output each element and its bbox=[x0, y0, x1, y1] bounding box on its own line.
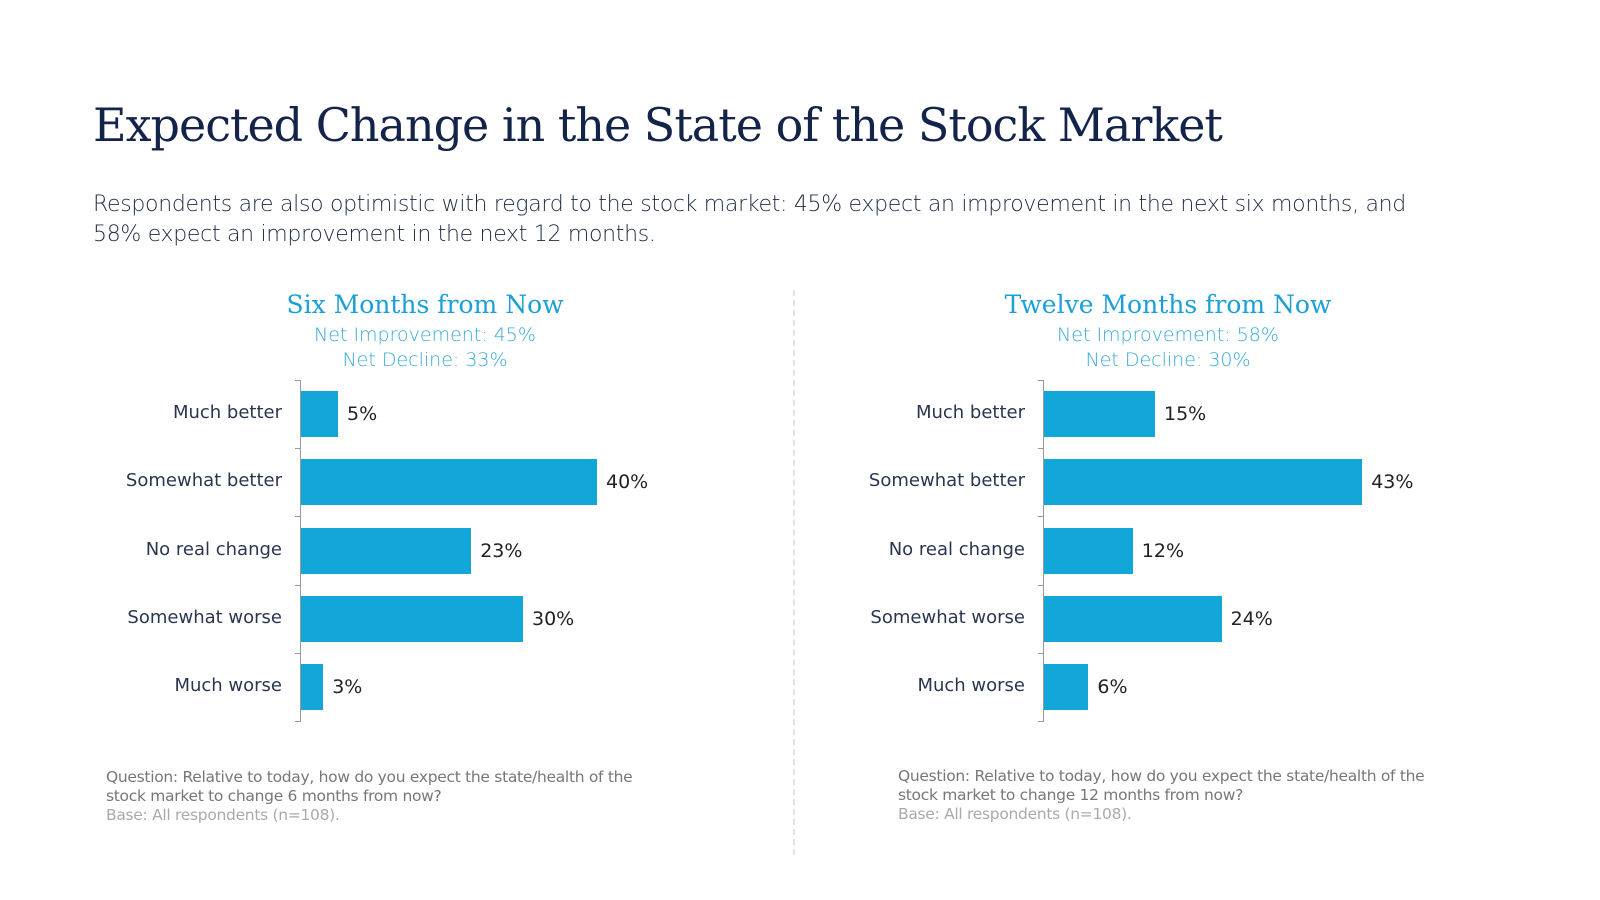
data-label: 40% bbox=[606, 471, 649, 494]
question-text: Question: Relative to today, how do you … bbox=[898, 767, 1425, 804]
y-axis-tick bbox=[1038, 721, 1044, 722]
bar bbox=[1044, 391, 1155, 438]
category-label: Much better bbox=[172, 402, 282, 424]
bar bbox=[1044, 595, 1222, 642]
y-axis-tick bbox=[1038, 448, 1044, 450]
chart-six-months: Six Months from Now Net Improvement: 45%… bbox=[0, 290, 740, 850]
question-note: Question: Relative to today, how do you … bbox=[898, 767, 1458, 824]
y-axis-tick bbox=[295, 652, 301, 654]
base-text: Base: All respondents (n=108). bbox=[898, 805, 1132, 823]
bar bbox=[1044, 527, 1133, 574]
y-axis-tick bbox=[295, 380, 301, 381]
question-text: Question: Relative to today, how do you … bbox=[106, 768, 633, 805]
data-label: 15% bbox=[1164, 403, 1207, 426]
net-decline: Net Decline: 30% bbox=[1085, 349, 1251, 371]
category-label: No real change bbox=[145, 538, 282, 560]
bar bbox=[301, 391, 338, 438]
page-title: Expected Change in the State of the Stoc… bbox=[93, 98, 1223, 152]
bar bbox=[301, 663, 324, 710]
category-label: Somewhat worse bbox=[127, 606, 282, 628]
category-label: Much worse bbox=[917, 674, 1025, 696]
page-subtitle: Respondents are also optimistic with reg… bbox=[93, 192, 1406, 247]
category-label: Much worse bbox=[174, 674, 282, 696]
y-axis-tick bbox=[1038, 380, 1044, 381]
net-decline: Net Decline: 33% bbox=[342, 349, 508, 371]
y-axis-tick bbox=[295, 448, 301, 450]
bar bbox=[1044, 663, 1089, 710]
data-label: 23% bbox=[480, 539, 523, 562]
bar bbox=[1044, 459, 1363, 506]
y-axis-tick bbox=[295, 721, 301, 722]
y-axis bbox=[300, 380, 301, 721]
panel-divider bbox=[793, 290, 795, 855]
bar-plot: Much better 15% Somewhat better 43% No real … bbox=[743, 290, 1483, 850]
chart-twelve-months: Twelve Months from Now Net Improvement: … bbox=[743, 290, 1483, 850]
question-note: Question: Relative to today, how do you … bbox=[106, 768, 666, 825]
chart-title: Six Months from Now bbox=[286, 290, 564, 319]
data-label: 30% bbox=[532, 607, 575, 630]
y-axis-tick bbox=[295, 516, 301, 518]
category-label: No real change bbox=[888, 538, 1025, 560]
category-label: Much better bbox=[915, 402, 1025, 424]
data-label: 3% bbox=[332, 675, 363, 698]
data-label: 24% bbox=[1230, 607, 1273, 630]
y-axis-tick bbox=[1038, 584, 1044, 586]
y-axis-tick bbox=[1038, 652, 1044, 654]
base-text: Base: All respondents (n=108). bbox=[106, 806, 340, 824]
bar bbox=[301, 527, 472, 574]
y-axis-tick bbox=[1038, 516, 1044, 518]
chart-title: Twelve Months from Now bbox=[1004, 290, 1332, 319]
category-label: Somewhat better bbox=[125, 470, 282, 492]
net-improvement: Net Improvement: 58% bbox=[1057, 324, 1279, 346]
bar bbox=[301, 459, 597, 506]
y-axis bbox=[1043, 380, 1044, 721]
data-label: 43% bbox=[1371, 471, 1414, 494]
category-label: Somewhat better bbox=[868, 470, 1025, 492]
category-label: Somewhat worse bbox=[870, 606, 1025, 628]
net-improvement: Net Improvement: 45% bbox=[314, 324, 536, 346]
bar-plot: Much better 5% Somewhat better 40% No real c… bbox=[0, 290, 740, 850]
y-axis-tick bbox=[295, 584, 301, 586]
bar bbox=[301, 595, 523, 642]
data-label: 5% bbox=[347, 403, 378, 426]
data-label: 6% bbox=[1097, 675, 1128, 698]
data-label: 12% bbox=[1141, 539, 1185, 562]
